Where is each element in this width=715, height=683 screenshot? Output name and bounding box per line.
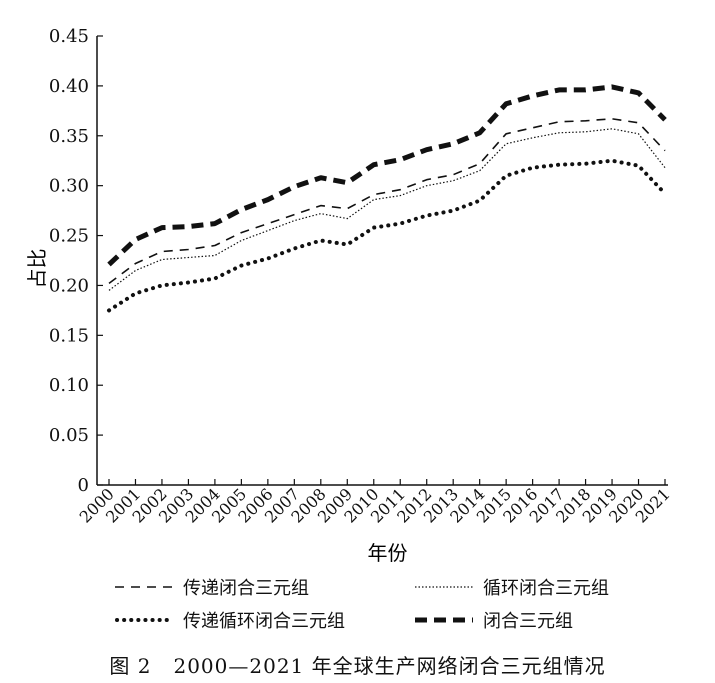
- figure-caption-text: 2000—2021 年全球生产网络闭合三元组情况: [173, 654, 606, 678]
- y-tick-label: 0.20: [49, 275, 89, 296]
- y-tick-label: 0.15: [49, 325, 89, 346]
- series-line-1: [108, 128, 666, 291]
- y-tick-label: 0.05: [49, 425, 89, 446]
- y-axis-label: 占比: [25, 249, 49, 289]
- y-ticks: 0 0.05 0.10 0.15 0.20 0.25 0.30 0.35 0.40 0.45: [49, 26, 103, 496]
- y-tick-label: 0.30: [49, 176, 89, 197]
- y-tick-label: 0.35: [49, 126, 89, 147]
- y-tick-label: 0.40: [49, 76, 89, 97]
- series-line-3: [107, 84, 667, 267]
- axes: [96, 36, 668, 486]
- x-ticks: 2000200120022003200420052006200720082009…: [76, 479, 674, 527]
- series-line-0: [108, 118, 666, 285]
- y-tick-label: 0.10: [49, 375, 89, 396]
- x-axis-label: 年份: [368, 541, 408, 565]
- y-tick-label: 0.25: [49, 226, 89, 247]
- figure-caption: 图 2 2000—2021 年全球生产网络闭合三元组情况: [0, 650, 715, 679]
- series-lines: [107, 84, 667, 313]
- series-line-2: [107, 158, 667, 313]
- y-tick-label: 0.45: [49, 26, 89, 47]
- y-tick-label: 0: [78, 475, 89, 496]
- figure-number: 图 2: [109, 654, 152, 678]
